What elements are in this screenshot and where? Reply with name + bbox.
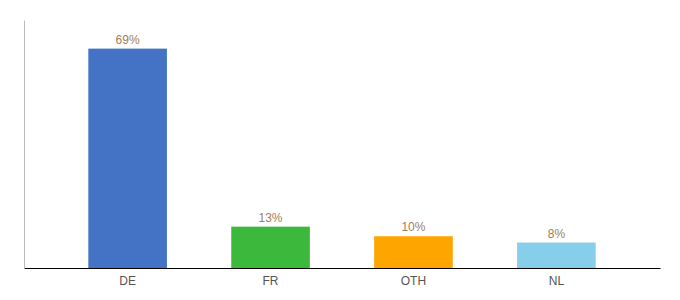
x-tick-label: NL xyxy=(549,274,565,288)
data-label: 69% xyxy=(116,33,140,47)
data-label: 10% xyxy=(401,220,425,234)
data-label: 13% xyxy=(259,211,283,225)
x-tick: OTH xyxy=(401,274,426,288)
x-tick: FR xyxy=(263,274,279,288)
x-tick-label: DE xyxy=(119,274,136,288)
x-axis: DE FR OTH NL xyxy=(25,269,661,288)
x-axis-line xyxy=(25,268,661,269)
y-axis xyxy=(24,21,25,269)
bars xyxy=(88,49,595,268)
x-tick-label: OTH xyxy=(401,274,426,288)
bar xyxy=(88,49,167,268)
x-tick: NL xyxy=(549,274,565,288)
bar xyxy=(374,236,453,268)
y-axis-line xyxy=(24,21,25,269)
plot-area: 69% 13% 10% 8% DE FR OTH NL xyxy=(25,21,661,288)
x-tick-label: FR xyxy=(263,274,279,288)
bar xyxy=(517,243,596,268)
x-tick: DE xyxy=(119,274,136,288)
data-label: 8% xyxy=(548,227,566,241)
bar xyxy=(231,227,310,268)
chart-svg: 69% 13% 10% 8% DE FR OTH NL xyxy=(0,0,680,300)
data-labels: 69% 13% 10% 8% xyxy=(116,33,566,241)
